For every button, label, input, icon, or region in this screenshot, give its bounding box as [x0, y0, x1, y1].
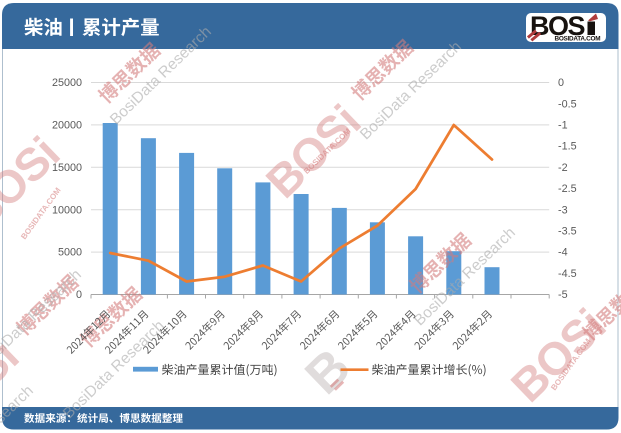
svg-text:5000: 5000 — [58, 247, 82, 259]
svg-text:20000: 20000 — [52, 120, 82, 132]
svg-text:10000: 10000 — [52, 204, 82, 216]
svg-text:25000: 25000 — [52, 77, 82, 89]
svg-text:-2: -2 — [558, 162, 568, 174]
svg-text:0: 0 — [558, 77, 564, 89]
svg-text:-4.5: -4.5 — [558, 268, 577, 280]
svg-text:BOSIDATA.COM: BOSIDATA.COM — [555, 36, 601, 43]
svg-text:-1: -1 — [558, 120, 568, 132]
svg-text:15000: 15000 — [52, 162, 82, 174]
svg-text:-1.5: -1.5 — [558, 141, 577, 153]
svg-text:-2.5: -2.5 — [558, 183, 577, 195]
svg-text:0: 0 — [76, 289, 82, 301]
svg-text:-0.5: -0.5 — [558, 98, 577, 110]
svg-text:-3: -3 — [558, 204, 568, 216]
svg-text:BOS: BOS — [530, 11, 585, 41]
svg-text:-3.5: -3.5 — [558, 226, 577, 238]
svg-text:-4: -4 — [558, 247, 568, 259]
svg-text:-5: -5 — [558, 289, 568, 301]
